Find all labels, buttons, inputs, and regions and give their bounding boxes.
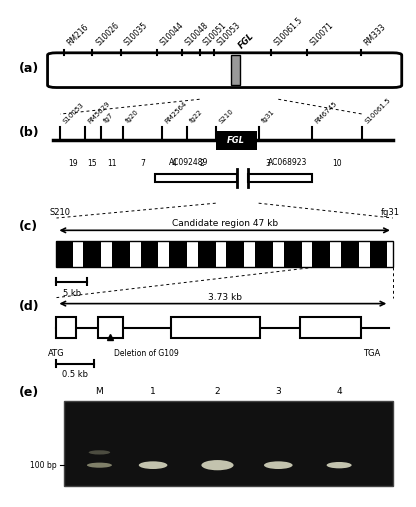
Bar — [300, 317, 361, 338]
Bar — [312, 241, 330, 267]
Text: 100 bp: 100 bp — [30, 461, 57, 469]
FancyBboxPatch shape — [47, 53, 402, 88]
Text: (e): (e) — [19, 386, 39, 400]
Text: fg22: fg22 — [189, 109, 204, 124]
Text: 3.73 kb: 3.73 kb — [208, 293, 242, 302]
Text: S10053: S10053 — [215, 21, 243, 48]
Bar — [57, 241, 73, 267]
Bar — [155, 173, 237, 182]
Text: 11: 11 — [107, 159, 117, 168]
Text: AC068923: AC068923 — [267, 158, 307, 167]
Text: 1: 1 — [150, 387, 156, 396]
Text: (c): (c) — [19, 220, 38, 233]
Text: 5 kb: 5 kb — [63, 289, 81, 298]
Text: fg31: fg31 — [381, 208, 400, 216]
Text: S10061.5: S10061.5 — [273, 16, 305, 48]
Text: S10035: S10035 — [123, 21, 149, 48]
Text: AC092489: AC092489 — [169, 158, 208, 167]
Text: S10026: S10026 — [94, 21, 121, 48]
Text: RM216: RM216 — [65, 23, 90, 48]
Text: 2: 2 — [199, 159, 204, 168]
Text: S10048: S10048 — [183, 21, 210, 48]
Text: RM5629: RM5629 — [87, 100, 111, 124]
Bar — [64, 402, 393, 487]
Bar — [369, 241, 387, 267]
Text: S10051: S10051 — [201, 21, 228, 48]
Bar — [171, 317, 260, 338]
Bar — [231, 55, 240, 85]
Text: Deletion of G109: Deletion of G109 — [114, 349, 178, 357]
Bar — [98, 317, 123, 338]
Bar — [57, 241, 393, 267]
Text: RM333: RM333 — [362, 22, 388, 48]
Text: 19: 19 — [68, 159, 77, 168]
Ellipse shape — [89, 450, 110, 454]
Ellipse shape — [327, 462, 352, 468]
Bar — [284, 241, 302, 267]
Text: 4: 4 — [172, 159, 177, 168]
Text: 10: 10 — [332, 159, 342, 168]
Bar — [57, 317, 76, 338]
Ellipse shape — [264, 461, 292, 469]
Text: S10071: S10071 — [309, 21, 335, 48]
Text: (a): (a) — [19, 62, 39, 75]
Ellipse shape — [139, 461, 167, 469]
Text: fg31: fg31 — [260, 109, 276, 124]
Bar — [169, 241, 187, 267]
Ellipse shape — [87, 462, 112, 468]
Text: RM2564: RM2564 — [164, 100, 188, 124]
Bar — [198, 241, 216, 267]
Bar — [248, 173, 312, 182]
Text: S210: S210 — [50, 208, 70, 216]
Text: S210: S210 — [218, 107, 234, 124]
Text: fg20: fg20 — [124, 109, 140, 124]
Text: M: M — [96, 387, 103, 396]
Text: FGL: FGL — [227, 136, 245, 145]
Text: S10053: S10053 — [62, 101, 85, 124]
Text: 0.5 kb: 0.5 kb — [62, 370, 88, 379]
Text: 3: 3 — [265, 159, 270, 168]
Ellipse shape — [201, 460, 234, 470]
Bar — [83, 241, 101, 267]
Text: 2: 2 — [215, 387, 220, 396]
Text: FGL: FGL — [237, 31, 256, 51]
Text: 4: 4 — [336, 387, 342, 396]
Bar — [112, 241, 130, 267]
Bar — [141, 241, 158, 267]
Bar — [255, 241, 273, 267]
Text: 3: 3 — [275, 387, 281, 396]
Text: RM6745: RM6745 — [314, 100, 339, 124]
Text: TGA: TGA — [363, 349, 380, 357]
Bar — [226, 241, 244, 267]
Bar — [215, 131, 257, 150]
Text: S10044: S10044 — [158, 21, 185, 48]
Bar — [341, 241, 359, 267]
Text: 7: 7 — [140, 159, 145, 168]
Text: ATG: ATG — [48, 349, 65, 357]
Text: (d): (d) — [19, 300, 40, 313]
Text: fg7: fg7 — [103, 112, 115, 124]
Text: 15: 15 — [87, 159, 97, 168]
Text: S10061.5: S10061.5 — [364, 96, 392, 124]
Text: Candidate region 47 kb: Candidate region 47 kb — [171, 219, 278, 228]
Text: (b): (b) — [19, 126, 40, 139]
